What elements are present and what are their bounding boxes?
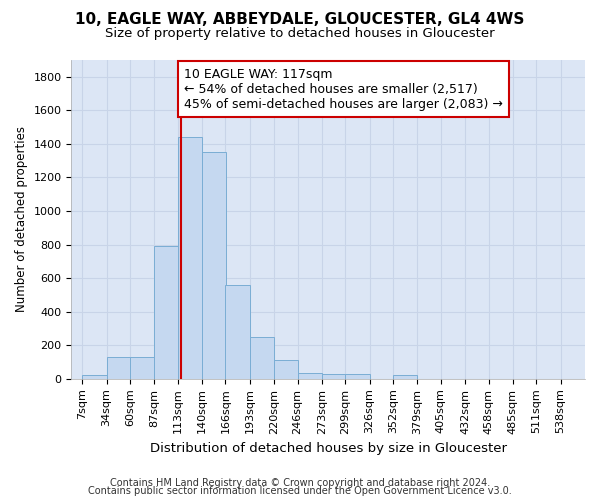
Bar	[107, 357, 131, 379]
Text: Size of property relative to detached houses in Gloucester: Size of property relative to detached ho…	[105, 28, 495, 40]
X-axis label: Distribution of detached houses by size in Gloucester: Distribution of detached houses by size …	[150, 442, 507, 455]
Bar	[250, 337, 274, 379]
Bar	[393, 376, 418, 379]
Bar	[130, 357, 154, 379]
Bar	[322, 374, 346, 379]
Bar	[82, 376, 107, 379]
Text: 10, EAGLE WAY, ABBEYDALE, GLOUCESTER, GL4 4WS: 10, EAGLE WAY, ABBEYDALE, GLOUCESTER, GL…	[76, 12, 524, 28]
Bar	[346, 374, 370, 379]
Bar	[298, 373, 322, 379]
Bar	[202, 152, 226, 379]
Bar	[154, 246, 179, 379]
Text: Contains HM Land Registry data © Crown copyright and database right 2024.: Contains HM Land Registry data © Crown c…	[110, 478, 490, 488]
Bar	[178, 137, 202, 379]
Bar	[274, 360, 298, 379]
Bar	[226, 285, 250, 379]
Text: 10 EAGLE WAY: 117sqm
← 54% of detached houses are smaller (2,517)
45% of semi-de: 10 EAGLE WAY: 117sqm ← 54% of detached h…	[184, 68, 503, 110]
Y-axis label: Number of detached properties: Number of detached properties	[15, 126, 28, 312]
Text: Contains public sector information licensed under the Open Government Licence v3: Contains public sector information licen…	[88, 486, 512, 496]
